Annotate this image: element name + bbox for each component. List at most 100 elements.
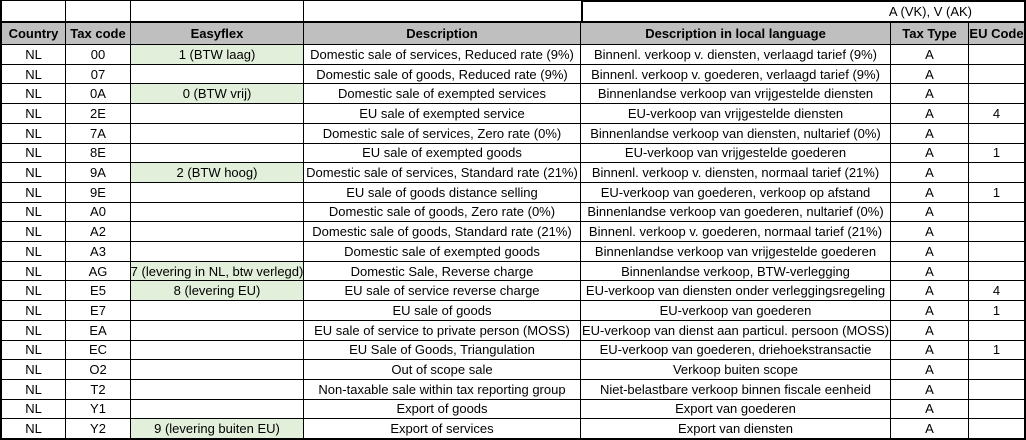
cell-local-description[interactable]: EU-verkoop van dienst aan particul. pers…: [581, 320, 891, 341]
cell-easyflex[interactable]: 0 (BTW vrij): [131, 84, 304, 105]
cell-tax-type[interactable]: A: [891, 419, 969, 439]
cell-tax-type[interactable]: A: [891, 84, 969, 105]
column-header-description[interactable]: Description: [304, 21, 581, 45]
cell-tax-code[interactable]: EA: [66, 320, 131, 341]
cell-easyflex[interactable]: [131, 360, 304, 380]
cell-local-description[interactable]: Binnenl. verkoop v. goederen, normaal ta…: [581, 222, 891, 242]
cell-local-description[interactable]: EU-verkoop van goederen, driehoekstransa…: [581, 340, 891, 361]
cell-eu-code[interactable]: 1: [969, 341, 1024, 361]
cell-country[interactable]: NL: [2, 45, 66, 65]
cell-local-description[interactable]: Binnenl. verkoop v. diensten, verlaagd t…: [581, 45, 891, 65]
column-header-eu-code[interactable]: EU Code: [969, 21, 1024, 45]
cell-description[interactable]: EU sale of goods: [304, 301, 581, 321]
tax-type-note-cell[interactable]: A (VK), V (AK): [581, 0, 1024, 21]
cell-description[interactable]: EU sale of exempted goods: [304, 143, 581, 164]
cell-tax-code[interactable]: O2: [66, 360, 131, 380]
cell-eu-code[interactable]: [969, 419, 1024, 439]
cell-easyflex[interactable]: [131, 104, 304, 124]
cell-tax-type[interactable]: A: [891, 45, 969, 65]
column-header-easyflex[interactable]: Easyflex: [131, 21, 304, 45]
cell-eu-code[interactable]: [969, 84, 1024, 105]
cell-description[interactable]: Domestic sale of goods, Standard rate (2…: [304, 222, 581, 242]
top-spacer-cell-description[interactable]: [304, 0, 581, 21]
cell-tax-code[interactable]: 07: [66, 64, 131, 85]
cell-country[interactable]: NL: [2, 202, 66, 223]
cell-tax-code[interactable]: AG: [66, 261, 131, 282]
cell-tax-code[interactable]: A3: [66, 242, 131, 262]
cell-description[interactable]: Export of services: [304, 419, 581, 439]
cell-local-description[interactable]: Binnenlandse verkoop van goederen, nulta…: [581, 202, 891, 223]
cell-tax-code[interactable]: 7A: [66, 123, 131, 144]
cell-country[interactable]: NL: [2, 182, 66, 203]
cell-tax-code[interactable]: 0A: [66, 84, 131, 105]
cell-tax-code[interactable]: T2: [66, 379, 131, 400]
cell-tax-type[interactable]: A: [891, 143, 969, 164]
cell-country[interactable]: NL: [2, 360, 66, 380]
cell-country[interactable]: NL: [2, 104, 66, 124]
cell-tax-type[interactable]: A: [891, 301, 969, 321]
cell-eu-code[interactable]: 4: [969, 104, 1024, 124]
cell-country[interactable]: NL: [2, 84, 66, 105]
cell-description[interactable]: Domestic sale of exempted services: [304, 84, 581, 105]
cell-local-description[interactable]: Binnenlandse verkoop van diensten, nulta…: [581, 123, 891, 144]
cell-tax-type[interactable]: A: [891, 360, 969, 380]
column-header-tax-code[interactable]: Tax code: [66, 21, 131, 45]
cell-eu-code[interactable]: [969, 45, 1024, 65]
cell-easyflex[interactable]: [131, 379, 304, 400]
cell-eu-code[interactable]: [969, 65, 1024, 85]
cell-local-description[interactable]: EU-verkoop van vrijgestelde goederen: [581, 143, 891, 164]
cell-eu-code[interactable]: 1: [969, 144, 1024, 164]
cell-easyflex[interactable]: 1 (BTW laag): [131, 45, 304, 65]
cell-country[interactable]: NL: [2, 222, 66, 242]
cell-local-description[interactable]: EU-verkoop van vrijgestelde diensten: [581, 104, 891, 124]
cell-country[interactable]: NL: [2, 340, 66, 361]
cell-easyflex[interactable]: [131, 222, 304, 242]
cell-easyflex[interactable]: [131, 340, 304, 361]
cell-eu-code[interactable]: [969, 203, 1024, 223]
cell-tax-type[interactable]: A: [891, 399, 969, 420]
cell-local-description[interactable]: Binnenlandse verkoop van vrijgestelde go…: [581, 242, 891, 262]
cell-local-description[interactable]: Binnenl. verkoop v. goederen, verlaagd t…: [581, 64, 891, 85]
cell-tax-code[interactable]: E7: [66, 301, 131, 321]
cell-country[interactable]: NL: [2, 123, 66, 144]
cell-local-description[interactable]: Verkoop buiten scope: [581, 360, 891, 380]
cell-description[interactable]: EU sale of exempted service: [304, 104, 581, 124]
cell-country[interactable]: NL: [2, 261, 66, 282]
cell-tax-code[interactable]: A0: [66, 202, 131, 223]
cell-tax-type[interactable]: A: [891, 202, 969, 223]
cell-eu-code[interactable]: [969, 380, 1024, 400]
cell-easyflex[interactable]: [131, 301, 304, 321]
column-header-country[interactable]: Country: [2, 21, 66, 45]
cell-tax-type[interactable]: A: [891, 104, 969, 124]
cell-tax-type[interactable]: A: [891, 182, 969, 203]
cell-local-description[interactable]: Binnenl. verkoop v. diensten, normaal ta…: [581, 163, 891, 183]
cell-description[interactable]: EU sale of service reverse charge: [304, 281, 581, 302]
cell-tax-type[interactable]: A: [891, 320, 969, 341]
cell-tax-type[interactable]: A: [891, 222, 969, 242]
cell-description[interactable]: Domestic sale of goods, Reduced rate (9%…: [304, 64, 581, 85]
cell-tax-code[interactable]: 9A: [66, 163, 131, 183]
cell-country[interactable]: NL: [2, 64, 66, 85]
cell-description[interactable]: Export of goods: [304, 399, 581, 420]
cell-description[interactable]: EU sale of goods distance selling: [304, 182, 581, 203]
cell-eu-code[interactable]: [969, 222, 1024, 242]
cell-easyflex[interactable]: [131, 242, 304, 262]
top-spacer-cell-country[interactable]: [2, 0, 66, 21]
cell-easyflex[interactable]: 2 (BTW hoog): [131, 163, 304, 183]
cell-description[interactable]: EU Sale of Goods, Triangulation: [304, 340, 581, 361]
cell-country[interactable]: NL: [2, 320, 66, 341]
cell-eu-code[interactable]: [969, 262, 1024, 282]
top-spacer-cell-tax-code[interactable]: [66, 0, 131, 21]
cell-description[interactable]: Domestic sale of services, Standard rate…: [304, 163, 581, 183]
cell-tax-code[interactable]: 00: [66, 45, 131, 65]
column-header-local-description[interactable]: Description in local language: [581, 21, 891, 45]
cell-local-description[interactable]: Export van goederen: [581, 399, 891, 420]
cell-local-description[interactable]: Binnenlandse verkoop van vrijgestelde di…: [581, 84, 891, 105]
cell-description[interactable]: Domestic sale of services, Zero rate (0%…: [304, 123, 581, 144]
cell-description[interactable]: Non-taxable sale within tax reporting gr…: [304, 379, 581, 400]
cell-local-description[interactable]: Niet-belastbare verkoop binnen fiscale e…: [581, 379, 891, 400]
cell-easyflex[interactable]: [131, 399, 304, 420]
cell-tax-type[interactable]: A: [891, 340, 969, 361]
cell-tax-code[interactable]: 8E: [66, 143, 131, 164]
cell-country[interactable]: NL: [2, 419, 66, 439]
